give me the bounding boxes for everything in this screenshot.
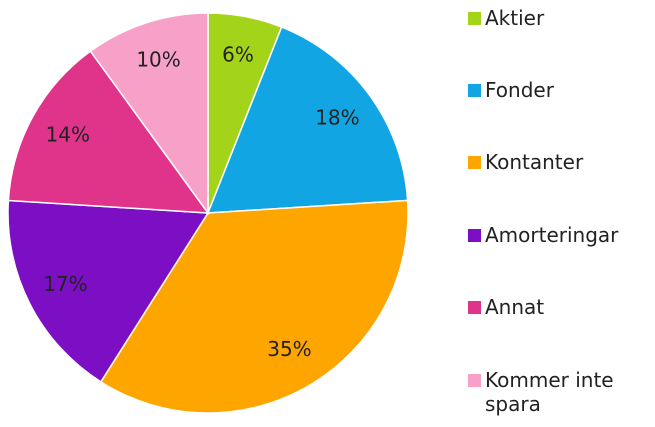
data-label: 6% [222, 42, 254, 66]
legend-label: Kontanter [485, 150, 584, 174]
legend-swatch [468, 156, 481, 169]
data-label: 14% [46, 122, 90, 146]
pie-slice [99, 199, 409, 414]
legend-item: Amorteringar [468, 223, 651, 247]
chart: 6% 18% 35% 17% 14% 10% [7, 12, 409, 414]
legend-item: Fonder [468, 78, 651, 102]
legend-item: Annat [468, 295, 651, 319]
legend-label: Fonder [485, 78, 554, 102]
pie-slice [206, 26, 409, 214]
legend-label: Aktier [485, 6, 545, 30]
pie-slice [7, 50, 210, 214]
legend-swatch [468, 374, 481, 387]
legend-label: Kommer inte spara [485, 368, 614, 416]
legend-label: Amorteringar [485, 223, 619, 247]
data-label: 10% [136, 47, 180, 71]
pie-slice [7, 199, 210, 383]
data-label: 17% [43, 272, 87, 296]
legend-label: Annat [485, 295, 545, 319]
legend-swatch [468, 84, 481, 97]
legend-swatch [468, 229, 481, 242]
legend-item: Kommer inte spara [468, 368, 651, 416]
legend-item: Kontanter [468, 150, 651, 174]
legend-swatch [468, 12, 481, 25]
legend-item: Aktier [468, 6, 651, 30]
pie-slice [89, 12, 209, 216]
data-label: 35% [267, 337, 311, 361]
data-label: 18% [315, 105, 359, 129]
legend-swatch [468, 301, 481, 314]
